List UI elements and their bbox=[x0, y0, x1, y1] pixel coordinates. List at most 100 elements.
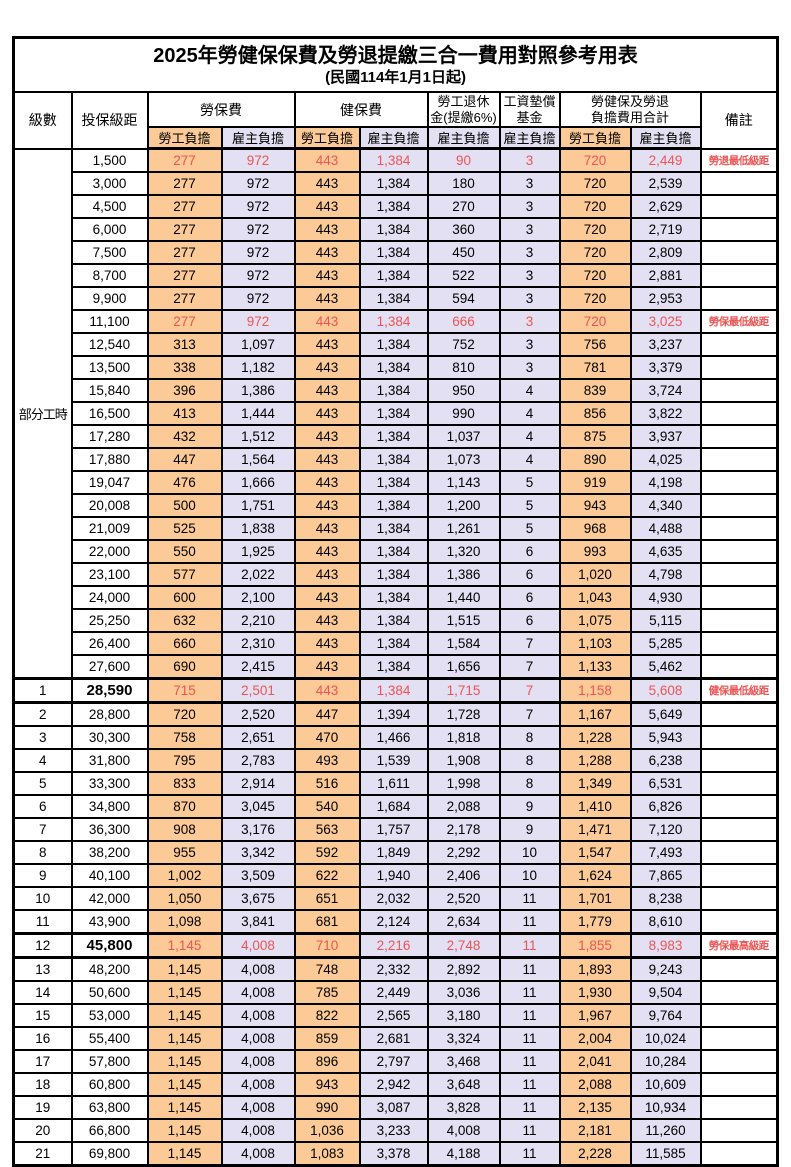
total-employee-cell: 2,088 bbox=[558, 1072, 632, 1097]
table-row: 16,500 413 1,444 443 1,384 990 4 856 3,822 bbox=[14, 401, 779, 426]
subheader-health-employee: 勞工負擔 bbox=[293, 126, 361, 150]
total-employee-cell: 1,349 bbox=[558, 771, 632, 796]
header-wage-fund-line1: 工資墊償 bbox=[503, 93, 556, 109]
wage-fund-employer-cell: 4 bbox=[498, 378, 561, 403]
total-employee-cell: 1,158 bbox=[558, 677, 632, 704]
pension-employer-cell: 1,998 bbox=[426, 771, 501, 796]
total-employee-cell: 993 bbox=[558, 539, 632, 564]
labor-employer-cell: 1,182 bbox=[220, 355, 296, 380]
bracket-cell: 17,280 bbox=[70, 424, 149, 449]
page-subtitle: (民國114年1月1日起) bbox=[325, 69, 466, 87]
labor-employee-cell: 758 bbox=[146, 725, 223, 750]
total-employee-cell: 1,547 bbox=[558, 840, 632, 865]
header-health-insurance: 健保費 bbox=[293, 91, 429, 128]
health-employer-cell: 1,466 bbox=[358, 725, 429, 750]
wage-fund-employer-cell: 11 bbox=[498, 980, 561, 1005]
total-employer-cell: 4,798 bbox=[629, 562, 702, 587]
total-employee-cell: 875 bbox=[558, 424, 632, 449]
health-employer-cell: 1,539 bbox=[358, 748, 429, 773]
labor-employee-cell: 1,050 bbox=[146, 886, 223, 911]
table-row: 7,500 277 972 443 1,384 450 3 720 2,809 bbox=[14, 240, 779, 265]
total-employee-cell: 720 bbox=[558, 194, 632, 219]
health-employee-cell: 443 bbox=[293, 677, 361, 704]
labor-employee-cell: 600 bbox=[146, 585, 223, 610]
pension-employer-cell: 1,818 bbox=[426, 725, 501, 750]
wage-fund-employer-cell: 11 bbox=[498, 1049, 561, 1074]
pension-employer-cell: 990 bbox=[426, 401, 501, 426]
pension-employer-cell: 180 bbox=[426, 171, 501, 196]
remark-cell: 勞退最低級距 bbox=[699, 147, 779, 173]
pension-employer-cell: 2,088 bbox=[426, 794, 501, 819]
total-employee-cell: 856 bbox=[558, 401, 632, 426]
total-employer-cell: 7,120 bbox=[629, 817, 702, 842]
bracket-cell: 36,300 bbox=[70, 817, 149, 842]
labor-employee-cell: 1,145 bbox=[146, 1095, 223, 1120]
remark-cell bbox=[699, 1118, 779, 1143]
health-employee-cell: 443 bbox=[293, 171, 361, 196]
labor-employee-cell: 432 bbox=[146, 424, 223, 449]
remark-cell bbox=[699, 654, 779, 680]
bracket-cell: 66,800 bbox=[70, 1118, 149, 1143]
reference-table-sheet: 2025年勞健保保費及勞退提繳三合一費用對照參考用表 (民國114年1月1日起)… bbox=[12, 36, 780, 1167]
health-employee-cell: 785 bbox=[293, 980, 361, 1005]
bracket-cell: 8,700 bbox=[70, 263, 149, 288]
total-employee-cell: 720 bbox=[558, 286, 632, 311]
pension-employer-cell: 270 bbox=[426, 194, 501, 219]
subheader-labor-employee: 勞工負擔 bbox=[146, 126, 223, 150]
labor-employer-cell: 3,342 bbox=[220, 840, 296, 865]
health-employee-cell: 443 bbox=[293, 240, 361, 265]
total-employer-cell: 5,115 bbox=[629, 608, 702, 633]
pension-employer-cell: 2,634 bbox=[426, 909, 501, 935]
health-employee-cell: 943 bbox=[293, 1072, 361, 1097]
remark-cell bbox=[699, 980, 779, 1005]
labor-employee-cell: 833 bbox=[146, 771, 223, 796]
remark-cell bbox=[699, 585, 779, 610]
wage-fund-employer-cell: 4 bbox=[498, 424, 561, 449]
header-total-line1: 勞健保及勞退 bbox=[590, 93, 669, 109]
labor-employer-cell: 4,008 bbox=[220, 932, 296, 959]
remark-cell bbox=[699, 263, 779, 288]
total-employee-cell: 2,004 bbox=[558, 1026, 632, 1051]
remark-cell bbox=[699, 355, 779, 380]
total-employer-cell: 10,934 bbox=[629, 1095, 702, 1120]
total-employer-cell: 9,243 bbox=[629, 956, 702, 982]
table-row: 11,100 277 972 443 1,384 666 3 720 3,025 勞保最低級距 bbox=[14, 309, 779, 334]
pension-employer-cell: 1,656 bbox=[426, 654, 501, 680]
health-employee-cell: 710 bbox=[293, 932, 361, 959]
wage-fund-employer-cell: 9 bbox=[498, 794, 561, 819]
total-employer-cell: 3,724 bbox=[629, 378, 702, 403]
labor-employee-cell: 277 bbox=[146, 240, 223, 265]
health-employer-cell: 1,384 bbox=[358, 654, 429, 680]
pension-employer-cell: 1,200 bbox=[426, 493, 501, 518]
wage-fund-employer-cell: 7 bbox=[498, 677, 561, 704]
total-employer-cell: 3,025 bbox=[629, 309, 702, 334]
labor-employee-cell: 1,145 bbox=[146, 932, 223, 959]
bracket-cell: 33,300 bbox=[70, 771, 149, 796]
pension-employer-cell: 594 bbox=[426, 286, 501, 311]
labor-employer-cell: 2,022 bbox=[220, 562, 296, 587]
labor-employee-cell: 1,145 bbox=[146, 980, 223, 1005]
wage-fund-employer-cell: 8 bbox=[498, 771, 561, 796]
labor-employer-cell: 4,008 bbox=[220, 1049, 296, 1074]
total-employee-cell: 781 bbox=[558, 355, 632, 380]
wage-fund-employer-cell: 7 bbox=[498, 654, 561, 680]
total-employer-cell: 4,488 bbox=[629, 516, 702, 541]
labor-employee-cell: 1,145 bbox=[146, 1118, 223, 1143]
total-employee-cell: 1,967 bbox=[558, 1003, 632, 1028]
health-employer-cell: 1,384 bbox=[358, 608, 429, 633]
health-employer-cell: 1,384 bbox=[358, 355, 429, 380]
total-employer-cell: 5,462 bbox=[629, 654, 702, 680]
health-employer-cell: 1,384 bbox=[358, 378, 429, 403]
wage-fund-employer-cell: 11 bbox=[498, 1095, 561, 1120]
remark-cell bbox=[699, 217, 779, 242]
bracket-cell: 27,600 bbox=[70, 654, 149, 680]
level-cell: 2 bbox=[12, 701, 73, 727]
total-employer-cell: 3,822 bbox=[629, 401, 702, 426]
remark-cell bbox=[699, 608, 779, 633]
remark-cell bbox=[699, 240, 779, 265]
bracket-cell: 55,400 bbox=[70, 1026, 149, 1051]
table-title-cell: 2025年勞健保保費及勞退提繳三合一費用對照參考用表 (民國114年1月1日起) bbox=[12, 36, 779, 93]
health-employer-cell: 1,384 bbox=[358, 424, 429, 449]
subheader-pension-employer: 雇主負擔 bbox=[426, 126, 501, 150]
table-row: 9,900 277 972 443 1,384 594 3 720 2,953 bbox=[14, 286, 779, 311]
